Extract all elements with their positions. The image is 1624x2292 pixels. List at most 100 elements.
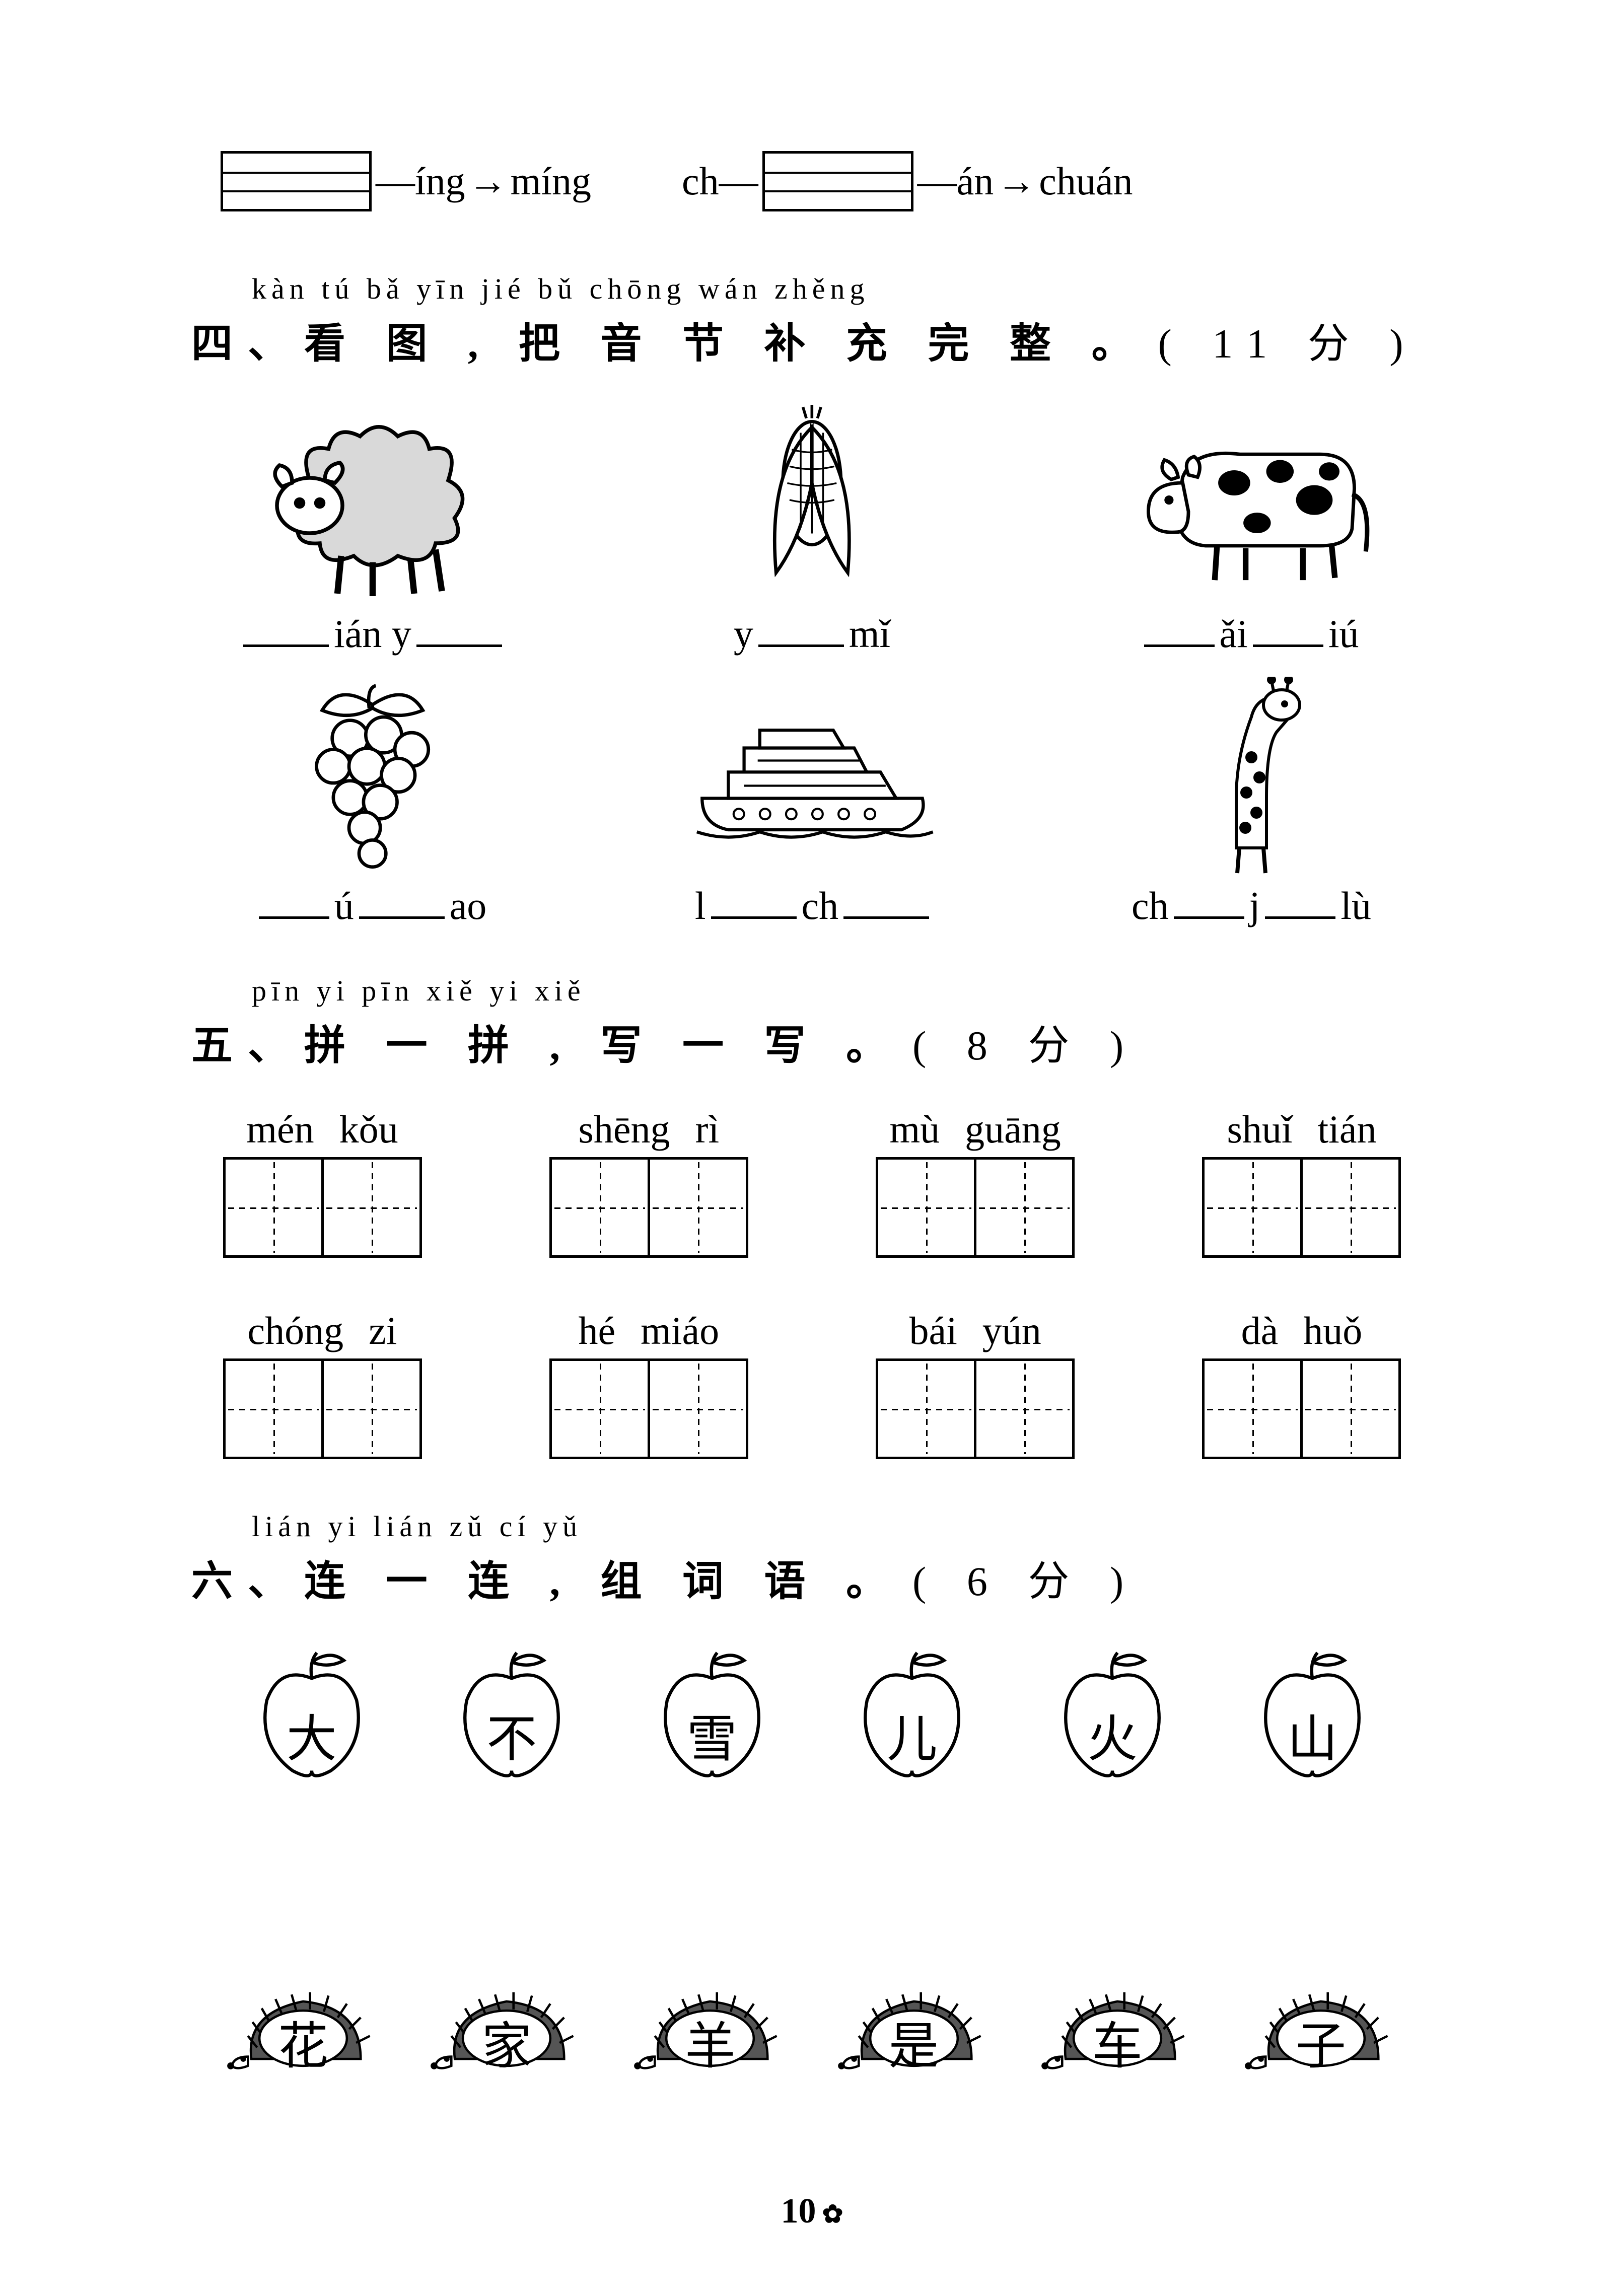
- hedgehog-item[interactable]: 车: [1037, 1975, 1198, 2086]
- top-right-result: chuán: [1039, 159, 1133, 204]
- hedgehog-item[interactable]: 子: [1240, 1975, 1401, 2086]
- dash: —: [376, 159, 415, 204]
- blank[interactable]: [758, 642, 844, 647]
- pinyin-syl: huǒ: [1303, 1308, 1362, 1353]
- pinyin-syl: miáo: [641, 1308, 719, 1353]
- section6-pinyin: lián yi lián zǔ cí yǔ: [252, 1510, 1433, 1543]
- hedgehog-item[interactable]: 花: [223, 1975, 384, 2086]
- apple-char: 儿: [887, 1698, 937, 1771]
- hedgehog-char: 羊: [685, 2005, 735, 2078]
- fill-text: iú: [1328, 611, 1359, 657]
- top-right-head: ch: [682, 159, 719, 204]
- giraffe-icon: [1125, 677, 1377, 878]
- top-right-tail: án: [957, 159, 994, 204]
- hedgehog-char: 是: [889, 2005, 939, 2078]
- pinyin-syl: hé: [579, 1308, 616, 1353]
- page-decor-icon: ✿: [822, 2200, 843, 2228]
- apple-item[interactable]: 大: [246, 1642, 377, 1783]
- fill-text: ú: [334, 883, 354, 928]
- corn-icon: [686, 405, 938, 606]
- word-cell: mùguāng: [844, 1107, 1106, 1258]
- hedgehog-item[interactable]: 家: [426, 1975, 587, 2086]
- pinyin-syl: rì: [695, 1107, 719, 1152]
- hedgehog-char: 子: [1296, 2005, 1346, 2078]
- top-left-tail: íng: [415, 159, 465, 204]
- pinyin-syl: tián: [1318, 1107, 1377, 1152]
- fill-text: ao: [450, 883, 487, 928]
- pic-cell-ship: l ch: [631, 677, 994, 928]
- section5-title: 五、拼 一 拼 , 写 一 写 。: [191, 1012, 902, 1071]
- blank[interactable]: [1253, 642, 1323, 647]
- top-right-group: ch — — án → chuán: [682, 151, 1133, 211]
- section4-heading: kàn tú bǎ yīn jié bǔ chōng wán zhěng 四、看…: [191, 272, 1433, 370]
- fill-text: j: [1249, 883, 1260, 928]
- section6-title: 六、连 一 连 , 组 词 语 。: [191, 1547, 902, 1607]
- blank[interactable]: [259, 914, 329, 919]
- blank[interactable]: [1144, 642, 1215, 647]
- tianzige[interactable]: [1202, 1157, 1401, 1258]
- blank[interactable]: [711, 914, 797, 919]
- section6-heading: lián yi lián zǔ cí yǔ 六、连 一 连 , 组 词 语 。 …: [191, 1510, 1433, 1607]
- apple-char: 雪: [687, 1698, 737, 1771]
- tianzige[interactable]: [876, 1157, 1075, 1258]
- pinyin-syl: shuǐ: [1227, 1107, 1292, 1152]
- fill-text: ǎi: [1220, 611, 1248, 657]
- pinyin-syl: mù: [890, 1107, 940, 1152]
- section5-pinyin: pīn yi pīn xiě yi xiě: [252, 974, 1433, 1008]
- fill-text: ián y: [334, 611, 411, 657]
- blank-box: [762, 151, 913, 211]
- section4-points: ( 11 分 ): [1158, 310, 1419, 370]
- cow-icon: [1125, 405, 1377, 606]
- tianzige[interactable]: [223, 1358, 422, 1459]
- hedgehog-row: 花 家 羊 是 车 子: [201, 1975, 1423, 2086]
- pinyin-syl: shēng: [579, 1107, 670, 1152]
- word-cell: chóngzi: [191, 1308, 453, 1459]
- blank[interactable]: [843, 914, 929, 919]
- blank[interactable]: [359, 914, 445, 919]
- pinyin-syl: mén: [246, 1107, 314, 1152]
- blank[interactable]: [1265, 914, 1335, 919]
- apple-char: 火: [1087, 1698, 1138, 1771]
- apple-char: 不: [486, 1698, 537, 1771]
- pinyin-syl: bái: [909, 1308, 957, 1353]
- blank[interactable]: [1174, 914, 1244, 919]
- apple-item[interactable]: 不: [446, 1642, 577, 1783]
- hedgehog-char: 车: [1092, 2005, 1143, 2078]
- apple-item[interactable]: 山: [1247, 1642, 1378, 1783]
- tianzige[interactable]: [549, 1358, 748, 1459]
- top-left-result: míng: [511, 159, 591, 204]
- section4-title: 四、看 图 , 把 音 节 补 充 完 整 。: [191, 310, 1148, 370]
- hedgehog-char: 家: [481, 2005, 532, 2078]
- hedgehog-item[interactable]: 羊: [629, 1975, 791, 2086]
- tianzige[interactable]: [223, 1157, 422, 1258]
- pic-cell-sheep: ián y: [191, 405, 554, 657]
- sheep-icon: [247, 405, 499, 606]
- dash: —: [719, 159, 758, 204]
- tianzige[interactable]: [549, 1157, 748, 1258]
- pic-cell-cow: ǎi iú: [1070, 405, 1433, 657]
- pinyin-syl: kǒu: [339, 1107, 398, 1152]
- blank-box: [221, 151, 372, 211]
- section4-pinyin: kàn tú bǎ yīn jié bǔ chōng wán zhěng: [252, 272, 1433, 306]
- blank[interactable]: [243, 642, 329, 647]
- arrow-icon: →: [994, 159, 1039, 204]
- apple-row: 大 不 雪 儿 火 山: [211, 1642, 1413, 1783]
- hedgehog-item[interactable]: 是: [833, 1975, 995, 2086]
- section4-grid: ián y: [191, 405, 1433, 928]
- apple-item[interactable]: 儿: [846, 1642, 977, 1783]
- tianzige[interactable]: [876, 1358, 1075, 1459]
- fill-text: mǐ: [849, 611, 890, 657]
- blank[interactable]: [416, 642, 502, 647]
- word-cell: shuǐ tián: [1171, 1107, 1433, 1258]
- top-pinyin-arrows: — íng → míng ch — — án → chuán: [217, 151, 1433, 211]
- tianzige[interactable]: [1202, 1358, 1401, 1459]
- pic-cell-grapes: ú ao: [191, 677, 554, 928]
- apple-item[interactable]: 火: [1047, 1642, 1178, 1783]
- apple-char: 山: [1287, 1698, 1337, 1771]
- apple-item[interactable]: 雪: [647, 1642, 778, 1783]
- fill-text: ch: [1132, 883, 1169, 928]
- word-cell: báiyún: [844, 1308, 1106, 1459]
- pinyin-syl: yún: [982, 1308, 1041, 1353]
- section5-points: ( 8 分 ): [912, 1012, 1139, 1071]
- section5-heading: pīn yi pīn xiě yi xiě 五、拼 一 拼 , 写 一 写 。 …: [191, 974, 1433, 1071]
